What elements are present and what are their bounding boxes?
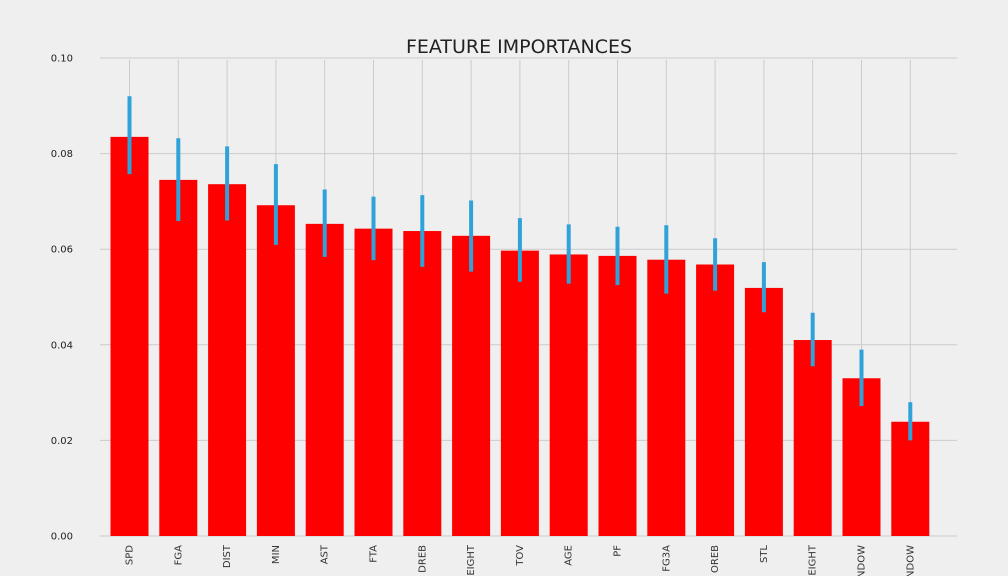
x-tick-label: AGE xyxy=(564,545,575,566)
y-tick-label: 0.00 xyxy=(51,532,73,543)
x-tick-label: AST xyxy=(320,544,331,564)
bar xyxy=(256,205,295,536)
y-tick-label: 0.06 xyxy=(51,245,73,256)
bar xyxy=(549,254,588,536)
bar xyxy=(793,340,832,536)
y-axis-ticks: 0.00 0.02 0.04 0.06 0.08 0.10 xyxy=(51,54,73,543)
bar xyxy=(696,264,735,536)
bar xyxy=(891,421,930,536)
bar xyxy=(159,179,198,536)
bar xyxy=(208,184,247,536)
x-tick-label: TOV xyxy=(515,545,526,567)
bar xyxy=(354,228,393,536)
y-tick-label: 0.02 xyxy=(51,436,73,447)
bar xyxy=(744,287,783,536)
x-tick-label: SPD xyxy=(125,545,136,565)
x-tick-label: OREB xyxy=(710,545,721,573)
x-tick-label: STL xyxy=(759,545,770,563)
x-tick-label: DREB xyxy=(417,545,428,573)
bar xyxy=(305,223,344,536)
x-tick-label: EIGHT xyxy=(808,544,819,576)
bar xyxy=(110,136,149,536)
chart-title: FEATURE IMPORTANCES xyxy=(406,36,632,58)
x-tick-label: FTA xyxy=(369,545,380,563)
x-axis-ticks: SPD FGA DIST MIN AST FTA DREB EIGHT TOV AGE PF FG3A… xyxy=(125,544,917,576)
bar xyxy=(500,250,539,536)
error-bars xyxy=(127,96,913,441)
x-tick-label: FG3A xyxy=(661,545,672,572)
x-tick-label: MIN xyxy=(271,545,282,564)
x-tick-label: FGA xyxy=(173,545,184,566)
bar xyxy=(598,255,637,536)
x-tick-label: NDOW xyxy=(905,545,916,576)
x-tick-label: PF xyxy=(613,545,624,557)
x-tick-label: EIGHT xyxy=(466,544,477,576)
y-tick-label: 0.04 xyxy=(51,340,73,351)
x-tick-label: DIST xyxy=(222,544,233,568)
bar xyxy=(647,259,686,536)
y-tick-label: 0.08 xyxy=(51,149,73,160)
bars xyxy=(110,136,930,537)
y-tick-label: 0.10 xyxy=(51,54,73,65)
x-tick-label: NDOW xyxy=(857,545,868,576)
bar xyxy=(403,231,442,536)
bar xyxy=(452,235,491,537)
